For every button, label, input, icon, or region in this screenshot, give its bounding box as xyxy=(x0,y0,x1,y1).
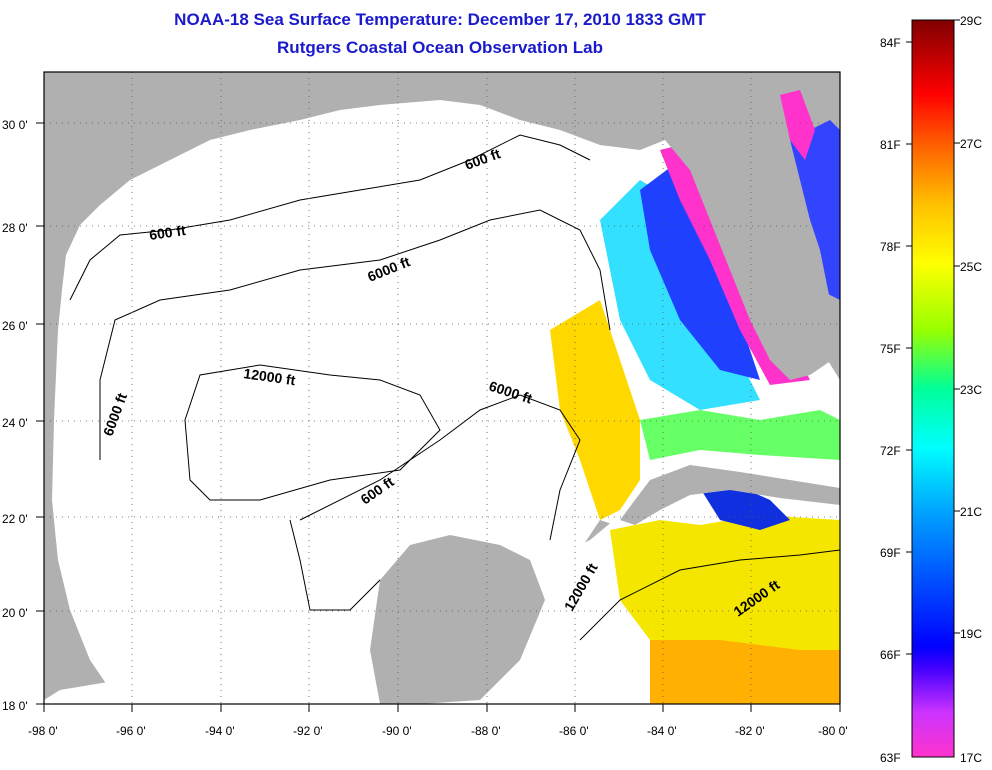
sst-blue-shelf xyxy=(640,160,760,380)
sst-warm-west-florida xyxy=(550,300,640,520)
graticule xyxy=(44,72,840,704)
celsius-label: 25C xyxy=(960,260,982,274)
lon-tick-label: -82 0' xyxy=(735,724,765,738)
lat-tick-label: 28 0' xyxy=(2,221,28,235)
lon-tick-label: -88 0' xyxy=(471,724,501,738)
lon-tick-label: -94 0' xyxy=(205,724,235,738)
contour-6000ft-south xyxy=(299,394,581,541)
map-title: NOAA-18 Sea Surface Temperature: Decembe… xyxy=(174,10,706,29)
lon-tick-label: -90 0' xyxy=(382,724,412,738)
map-frame xyxy=(43,71,841,705)
sst-cuba-blue xyxy=(700,482,790,530)
lon-tick-label: -92 0' xyxy=(293,724,323,738)
depth-contours xyxy=(69,134,840,641)
celsius-label: 29C xyxy=(960,14,982,28)
celsius-label: 19C xyxy=(960,627,982,641)
celsius-label: 27C xyxy=(960,137,982,151)
fahrenheit-label: 75F xyxy=(880,342,901,356)
fahrenheit-label: 63F xyxy=(880,751,901,765)
map-subtitle: Rutgers Coastal Ocean Observation Lab xyxy=(277,38,603,57)
lat-tick-label: 22 0' xyxy=(2,512,28,526)
sst-atlantic-coastal xyxy=(780,90,815,160)
colorbar-celsius-labels: 29C 27C 25C 23C 21C 19C 17C xyxy=(960,14,982,765)
celsius-label: 23C xyxy=(960,383,982,397)
florida-land xyxy=(660,118,832,380)
map-area: 600 ft 600 ft 600 ft 6000 ft 6000 ft 600… xyxy=(44,72,840,704)
colorbar-ticks xyxy=(906,19,960,655)
lon-tick-label: -86 0' xyxy=(559,724,589,738)
lat-tick-label: 24 0' xyxy=(2,416,28,430)
colorbar-fahrenheit-labels: 84F 81F 78F 75F 72F 69F 66F 63F xyxy=(880,36,901,765)
fahrenheit-label: 69F xyxy=(880,546,901,560)
contour-6000ft xyxy=(99,209,611,460)
contour-600ft xyxy=(69,134,591,301)
sst-caribbean-orange xyxy=(650,640,840,704)
sst-caribbean-yellow xyxy=(610,515,840,650)
axis-ticks xyxy=(36,122,841,712)
latitude-labels: 18 0' 20 0' 22 0' 24 0' 26 0' 28 0' 30 0… xyxy=(2,118,28,713)
colorbar xyxy=(911,19,955,758)
lat-tick-label: 30 0' xyxy=(2,118,28,132)
celsius-label: 21C xyxy=(960,505,982,519)
lat-tick-label: 18 0' xyxy=(2,699,28,713)
lon-tick-label: -80 0' xyxy=(818,724,848,738)
contour-label: 600 ft xyxy=(148,222,187,243)
longitude-labels: -98 0' -96 0' -94 0' -92 0' -90 0' -88 0… xyxy=(28,724,848,738)
fahrenheit-label: 66F xyxy=(880,648,901,662)
lat-tick-label: 20 0' xyxy=(2,606,28,620)
sst-keys-green xyxy=(640,410,840,460)
fahrenheit-label: 81F xyxy=(880,138,901,152)
contour-12000ft-carib xyxy=(579,549,840,641)
fahrenheit-label: 84F xyxy=(880,36,901,50)
cuba-land xyxy=(620,465,840,525)
celsius-label: 17C xyxy=(960,751,982,765)
contour-label: 12000 ft xyxy=(243,365,297,388)
lon-tick-label: -96 0' xyxy=(116,724,146,738)
lon-tick-label: -84 0' xyxy=(647,724,677,738)
sst-atlantic-band xyxy=(790,120,840,300)
lon-tick-label: -98 0' xyxy=(28,724,58,738)
lat-tick-label: 26 0' xyxy=(2,319,28,333)
fahrenheit-label: 72F xyxy=(880,444,901,458)
fahrenheit-label: 78F xyxy=(880,240,901,254)
contour-12000ft xyxy=(184,364,441,501)
yucatan-land xyxy=(370,535,545,704)
contour-600ft-south xyxy=(289,519,381,611)
